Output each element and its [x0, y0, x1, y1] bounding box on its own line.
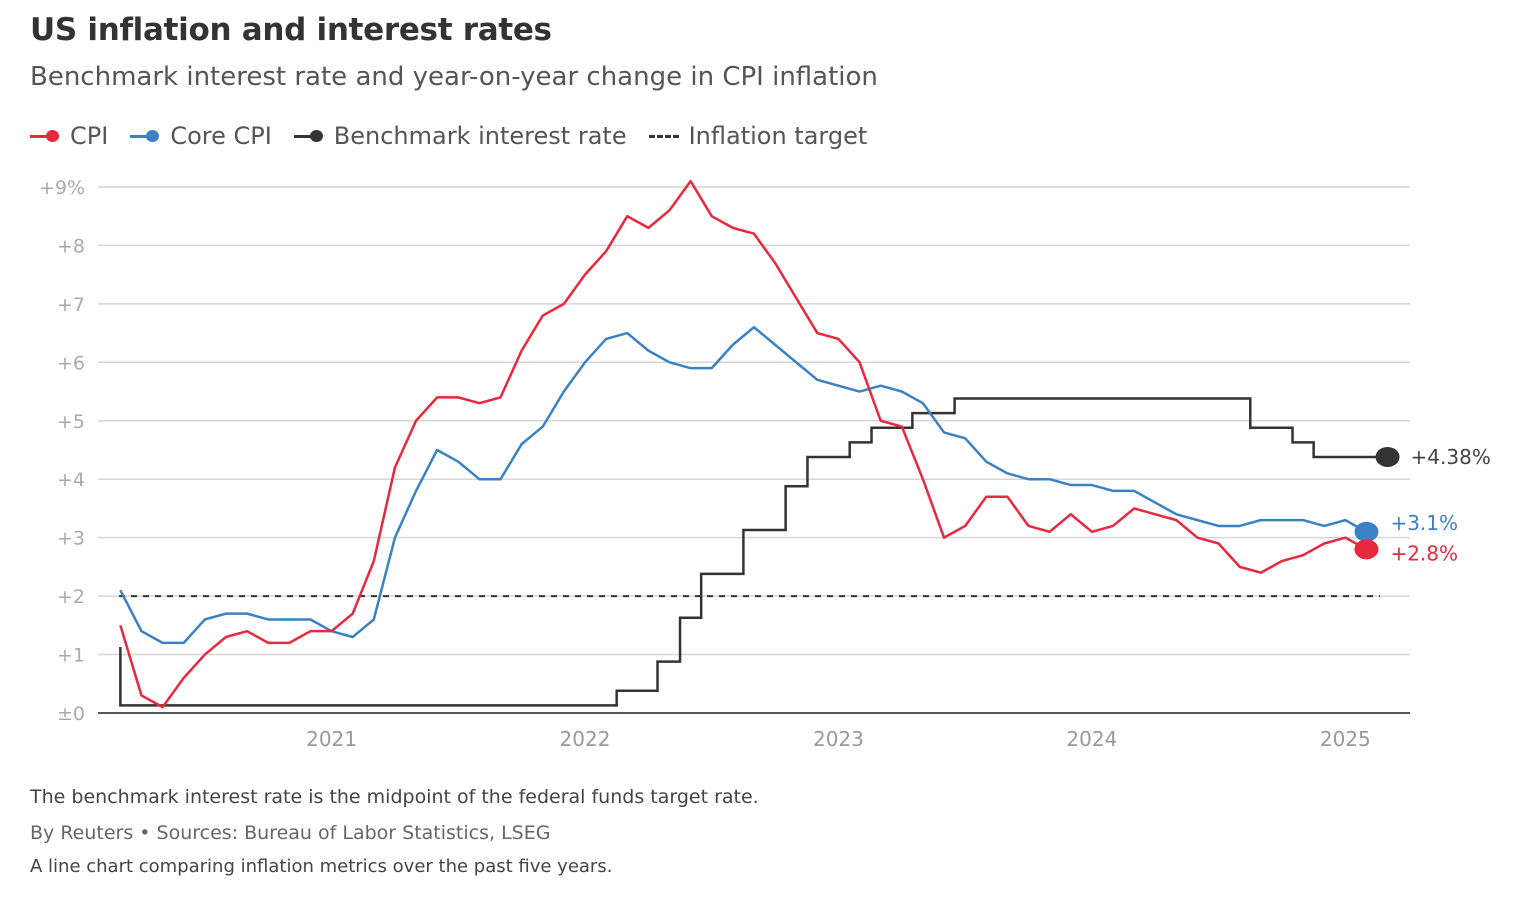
cpi-swatch — [30, 130, 62, 142]
y-tick-label: +8 — [57, 235, 85, 257]
cpi-line — [119, 179, 1368, 709]
x-tick-label: 2024 — [1066, 727, 1117, 751]
core-cpi-line — [119, 325, 1368, 645]
chart-description: A line chart comparing inflation metrics… — [30, 856, 613, 877]
rate-end-dot — [1375, 446, 1400, 467]
x-tick-label: 2025 — [1320, 727, 1371, 751]
rate-swatch — [293, 130, 326, 142]
legend-item-cpi: CPI — [30, 122, 108, 150]
cpi-end-dot — [1354, 539, 1379, 560]
x-tick-label: 2022 — [560, 727, 611, 751]
definition-note: The benchmark interest rate is the midpo… — [30, 786, 759, 808]
y-tick-label: +1 — [57, 645, 85, 667]
benchmark-rate-line — [119, 397, 1388, 707]
x-tick-label: 2021 — [306, 727, 357, 751]
legend-label: Benchmark interest rate — [333, 122, 627, 150]
y-tick-label: ±0 — [57, 703, 85, 725]
legend: CPI Core CPI Benchmark interest rate Inf… — [30, 122, 867, 150]
y-tick-label: +3 — [57, 528, 85, 550]
y-tick-label: +4 — [57, 469, 85, 491]
legend-item-rate: Benchmark interest rate — [293, 122, 627, 150]
legend-item-target: Inflation target — [648, 122, 868, 150]
chart-title: US inflation and interest rates — [30, 12, 552, 48]
legend-label: Core CPI — [170, 122, 272, 150]
legend-item-core-cpi: Core CPI — [130, 122, 272, 150]
y-tick-label: +9% — [39, 177, 85, 199]
legend-label: Inflation target — [688, 122, 868, 150]
byline: By Reuters • Sources: Bureau of Labor St… — [30, 822, 551, 844]
core-cpi-end-label: +3.1% — [1390, 511, 1458, 535]
core-cpi-end-dot — [1354, 521, 1379, 542]
rate-end-label: +4.38% — [1411, 445, 1491, 469]
y-tick-label: +5 — [57, 411, 85, 433]
legend-label: CPI — [70, 122, 109, 150]
chart-subtitle: Benchmark interest rate and year-on-year… — [30, 62, 878, 92]
target-swatch — [648, 130, 681, 142]
y-tick-label: +7 — [57, 294, 85, 316]
x-tick-label: 2023 — [813, 727, 864, 751]
y-tick-label: +2 — [57, 586, 85, 608]
y-tick-label: +6 — [57, 352, 85, 374]
core-cpi-swatch — [130, 130, 162, 142]
cpi-end-label: +2.8% — [1390, 541, 1458, 565]
